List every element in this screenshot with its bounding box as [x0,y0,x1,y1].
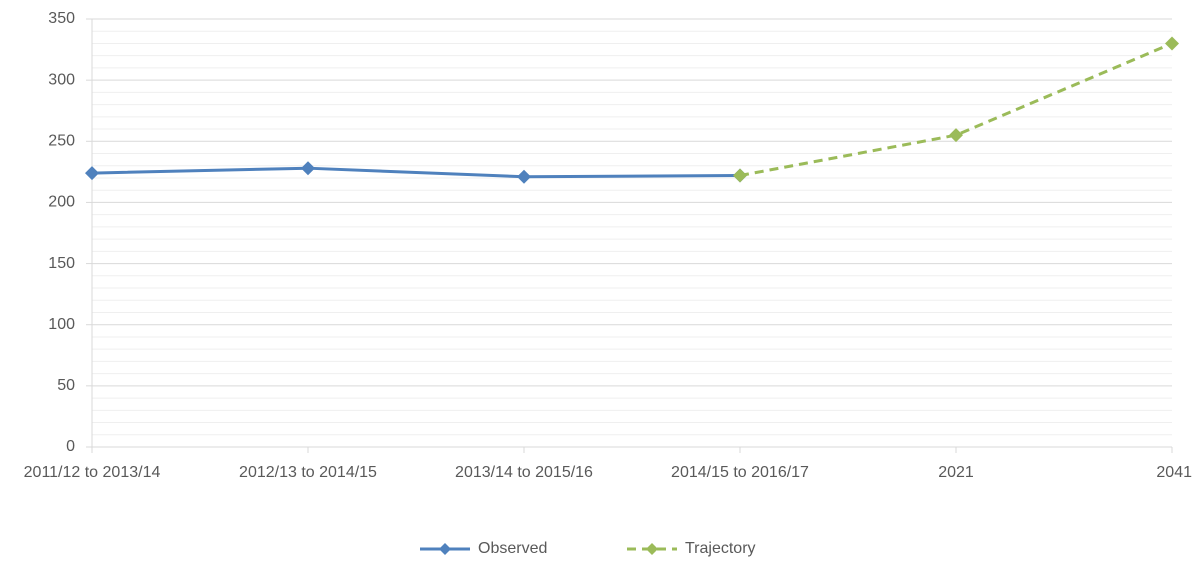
y-tick-label: 350 [48,10,75,27]
y-tick-label: 50 [57,377,75,394]
data-point [1165,36,1179,51]
data-point [517,169,531,184]
legend-marker [439,543,451,555]
y-tick-label: 200 [48,194,75,211]
series-line [91,166,741,179]
y-tick-label: 100 [48,316,75,333]
series-line [739,42,1173,178]
x-tick-label: 2014/15 to 2016/17 [671,464,809,481]
x-tick-label: 2041 [1156,464,1192,481]
x-tick-label: 2011/12 to 2013/14 [24,464,161,481]
legend-label: Observed [478,540,547,557]
y-tick-label: 300 [48,71,75,88]
y-tick-label: 250 [48,133,75,150]
x-tick-label: 2013/14 to 2015/16 [455,464,593,481]
data-point [301,161,315,176]
y-tick-label: 150 [48,255,75,272]
x-tick-label: 2012/13 to 2014/15 [239,464,377,481]
data-point [85,166,99,181]
legend-label: Trajectory [685,540,756,557]
data-point [949,128,963,143]
legend-marker [646,543,658,555]
y-tick-label: 0 [66,438,75,455]
x-tick-label: 2021 [938,464,974,481]
data-point [733,168,747,183]
